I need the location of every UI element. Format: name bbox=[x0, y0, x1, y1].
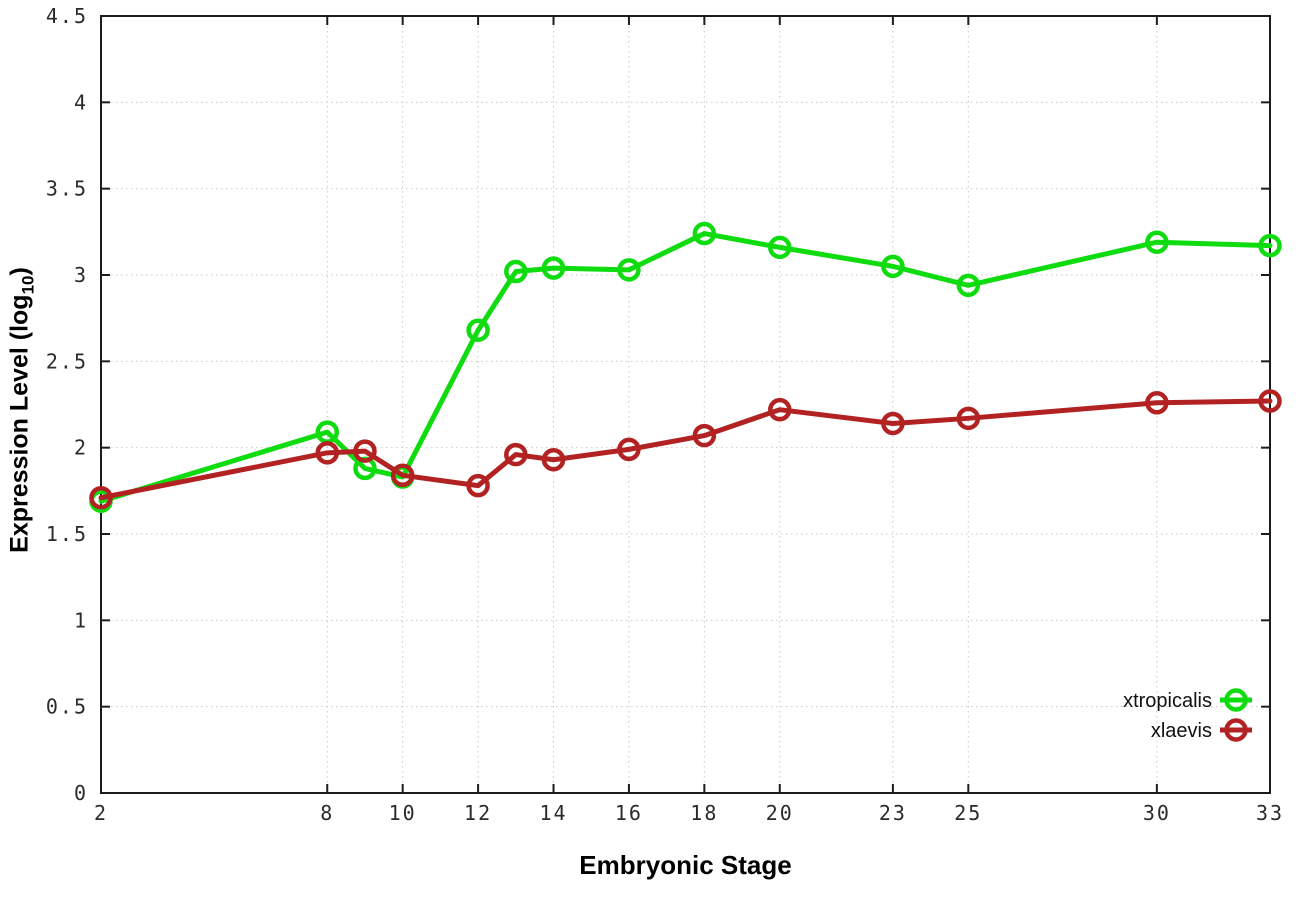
y-tick-label: 0.5 bbox=[46, 695, 88, 719]
data-point-xlaevis-10 bbox=[390, 463, 415, 488]
data-point-xtropicalis-18 bbox=[692, 221, 717, 246]
data-point-xtropicalis-14 bbox=[541, 256, 566, 280]
x-tick-label: 10 bbox=[389, 801, 417, 825]
x-tick-label: 30 bbox=[1143, 801, 1171, 825]
data-point-xlaevis-8 bbox=[315, 441, 340, 465]
series-line-xtropicalis bbox=[98, 231, 1273, 504]
x-tick-label: 16 bbox=[615, 801, 643, 825]
y-tick-label: 0 bbox=[74, 781, 88, 805]
x-tick-label: 12 bbox=[464, 801, 492, 825]
data-point-xlaevis-16 bbox=[617, 437, 641, 462]
y-axis-label-suffix: ) bbox=[5, 267, 34, 276]
legend-marker-xtropicalis bbox=[1224, 688, 1248, 712]
data-point-xlaevis-23 bbox=[881, 411, 905, 436]
data-point-xlaevis-25 bbox=[956, 406, 981, 431]
data-point-xlaevis-20 bbox=[768, 397, 792, 422]
y-axis-label: Expression Level (log10) bbox=[6, 267, 39, 553]
plot-border bbox=[100, 15, 1271, 794]
data-point-xtropicalis-12 bbox=[466, 318, 490, 343]
data-point-xlaevis-14 bbox=[541, 448, 566, 472]
x-tick-label: 23 bbox=[879, 801, 907, 825]
y-tick-label: 1 bbox=[74, 608, 88, 632]
x-tick-label: 25 bbox=[954, 801, 982, 825]
data-point-xlaevis-13 bbox=[504, 442, 528, 467]
legend-label-xlaevis: xlaevis bbox=[1151, 720, 1212, 742]
data-point-xlaevis-30 bbox=[1145, 391, 1169, 415]
y-tick-label: 3 bbox=[74, 263, 88, 287]
x-tick-label: 18 bbox=[690, 801, 718, 825]
x-tick-label: 14 bbox=[539, 801, 567, 825]
y-tick-label: 1.5 bbox=[46, 522, 88, 546]
y-tick-label: 4 bbox=[74, 90, 88, 114]
data-point-xtropicalis-23 bbox=[881, 254, 905, 279]
x-tick-label: 20 bbox=[766, 801, 794, 825]
data-point-xlaevis-33 bbox=[1258, 389, 1282, 413]
data-point-xtropicalis-16 bbox=[617, 258, 641, 282]
data-point-xtropicalis-13 bbox=[504, 259, 528, 284]
data-point-xtropicalis-33 bbox=[1258, 233, 1282, 258]
y-tick-label: 4.5 bbox=[46, 4, 88, 28]
legend-label-xtropicalis: xtropicalis bbox=[1123, 690, 1212, 712]
data-point-xtropicalis-20 bbox=[768, 235, 792, 260]
data-point-xtropicalis-25 bbox=[956, 273, 981, 298]
data-point-xlaevis-18 bbox=[692, 423, 717, 448]
legend-marker-xlaevis bbox=[1224, 718, 1248, 742]
data-point-xtropicalis-30 bbox=[1145, 230, 1169, 254]
x-tick-label: 33 bbox=[1256, 801, 1284, 825]
y-tick-label: 2.5 bbox=[46, 349, 88, 373]
y-tick-label: 2 bbox=[74, 436, 88, 460]
x-tick-label: 8 bbox=[320, 801, 334, 825]
data-point-xlaevis-9 bbox=[353, 439, 377, 463]
x-axis-label: Embryonic Stage bbox=[579, 850, 792, 880]
x-tick-label: 2 bbox=[94, 801, 108, 825]
y-axis-label-subscript: 10 bbox=[18, 275, 38, 295]
data-point-xlaevis-2 bbox=[89, 485, 113, 510]
y-axis-label-text: Expression Level (log bbox=[5, 294, 34, 553]
y-tick-label: 3.5 bbox=[46, 177, 88, 201]
data-point-xlaevis-12 bbox=[466, 473, 490, 498]
